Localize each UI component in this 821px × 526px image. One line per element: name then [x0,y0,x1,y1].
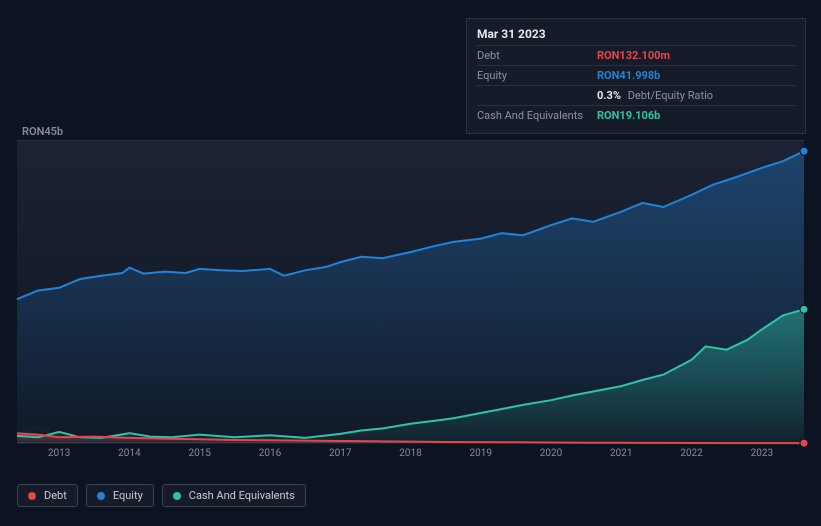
x-tick: 2014 [118,448,140,459]
tooltip-label [477,89,597,102]
x-tick: 2017 [329,448,351,459]
legend-label: Cash And Equivalents [189,489,295,502]
chart-container: Mar 31 2023 Debt RON132.100m Equity RON4… [0,0,821,526]
x-tick: 2015 [188,448,210,459]
y-axis-max-label: RON45b [22,125,63,138]
tooltip-value: 0.3% Debt/Equity Ratio [597,89,713,102]
tooltip-value: RON132.100m [597,49,670,62]
legend-label: Debt [44,489,67,502]
legend-item-equity[interactable]: Equity [86,484,154,507]
x-tick: 2023 [751,448,773,459]
legend-marker-debt [28,492,36,500]
tooltip-row-cash: Cash And Equivalents RON19.106b [477,105,795,125]
legend-label: Equity [113,489,143,502]
x-tick: 2013 [48,448,70,459]
cash-end-marker [800,305,808,313]
tooltip-row-debt: Debt RON132.100m [477,45,795,65]
x-tick: 2020 [540,448,562,459]
tooltip-label: Debt [477,49,597,62]
plot-area[interactable] [17,140,804,443]
tooltip-card: Mar 31 2023 Debt RON132.100m Equity RON4… [466,18,806,134]
x-axis: 2013 2014 2015 2016 2017 2018 2019 2020 2021 2022… [17,448,804,464]
ratio-value: 0.3% [597,89,621,102]
legend-marker-equity [97,492,105,500]
x-tick: 2018 [399,448,421,459]
tooltip-date: Mar 31 2023 [477,27,795,45]
equity-end-marker [800,147,808,155]
x-tick: 2019 [470,448,492,459]
tooltip-value: RON19.106b [597,109,660,122]
x-tick: 2016 [259,448,281,459]
plot-svg [17,141,804,444]
tooltip-value: RON41.998b [597,69,660,82]
x-tick: 2021 [610,448,632,459]
debt-end-marker [800,439,808,447]
tooltip-row-equity: Equity RON41.998b [477,65,795,85]
legend-item-debt[interactable]: Debt [17,484,78,507]
ratio-label: Debt/Equity Ratio [628,89,713,102]
tooltip-label: Equity [477,69,597,82]
legend-item-cash[interactable]: Cash And Equivalents [162,484,306,507]
legend: Debt Equity Cash And Equivalents [17,484,306,507]
legend-marker-cash [173,492,181,500]
tooltip-row-ratio: 0.3% Debt/Equity Ratio [477,85,795,105]
x-tick: 2022 [680,448,702,459]
tooltip-label: Cash And Equivalents [477,109,597,122]
